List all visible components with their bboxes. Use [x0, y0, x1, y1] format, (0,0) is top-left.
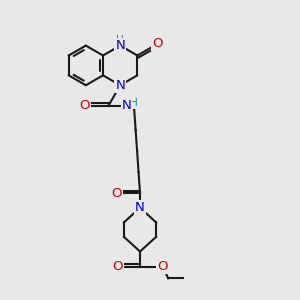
Text: O: O [112, 260, 123, 273]
Text: H: H [116, 35, 124, 45]
Text: N: N [115, 79, 125, 92]
Text: O: O [152, 37, 163, 50]
Text: O: O [111, 187, 122, 200]
Text: N: N [115, 39, 125, 52]
Text: N: N [122, 99, 131, 112]
Text: O: O [79, 99, 90, 112]
Text: O: O [157, 260, 168, 273]
Text: H: H [130, 98, 137, 108]
Text: N: N [135, 201, 145, 214]
